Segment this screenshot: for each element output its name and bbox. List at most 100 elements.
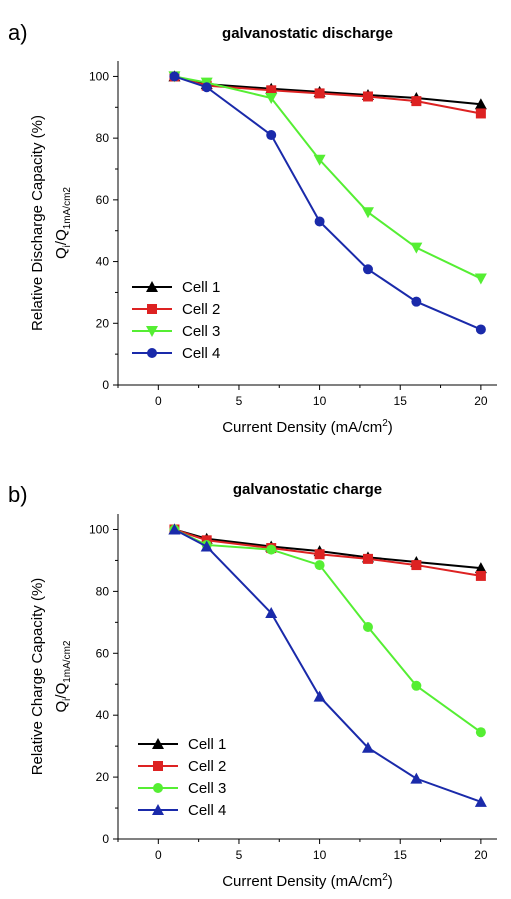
legend-item: Cell 3 [132, 323, 220, 340]
data-point [266, 544, 277, 555]
series-line [174, 528, 481, 570]
data-point [475, 727, 486, 738]
chart-title: galvanostatic charge [233, 481, 382, 498]
y-tick-label: 0 [102, 832, 109, 846]
legend-marker [146, 326, 158, 337]
legend-item: Cell 2 [138, 758, 226, 775]
series-cell-3 [168, 71, 487, 285]
data-point [266, 85, 277, 96]
series-cell-1 [168, 70, 487, 110]
data-point [314, 216, 325, 227]
y-axis-title-ratio: Qi/Q1mA/cm2 [53, 640, 73, 712]
legend-marker [152, 804, 164, 815]
y-tick-label: 60 [96, 646, 110, 660]
legend-item: Cell 4 [132, 345, 220, 362]
legend-label: Cell 4 [188, 802, 226, 819]
legend-marker [146, 281, 158, 292]
series-line [174, 75, 481, 106]
legend-marker [147, 348, 157, 358]
x-tick-label: 0 [155, 848, 162, 862]
data-point [410, 242, 423, 254]
data-point [362, 264, 373, 275]
legend-label: Cell 2 [182, 301, 220, 318]
data-point [265, 93, 278, 105]
data-point [474, 795, 487, 807]
data-point [474, 562, 487, 574]
series-cell-4 [168, 523, 487, 807]
legend: Cell 1 Cell 2 Cell 3 Cell 4 [132, 279, 220, 362]
data-point [475, 570, 486, 581]
y-tick-label: 0 [102, 378, 109, 392]
data-point [265, 607, 278, 619]
legend-item: Cell 4 [138, 802, 226, 819]
legend-label: Cell 1 [188, 736, 226, 753]
data-point [266, 130, 277, 141]
panel-label: a) [8, 20, 28, 45]
data-point [361, 741, 374, 753]
data-point [475, 324, 486, 335]
data-point [474, 273, 487, 285]
x-tick-label: 10 [313, 848, 327, 862]
legend-item: Cell 2 [132, 301, 220, 318]
y-tick-label: 60 [96, 193, 110, 207]
x-tick-label: 10 [313, 394, 327, 408]
data-point [361, 207, 374, 219]
y-tick-label: 100 [89, 522, 109, 536]
y-tick-label: 80 [96, 584, 110, 598]
series-cell-4 [169, 71, 486, 335]
y-tick-label: 20 [96, 770, 110, 784]
x-tick-label: 0 [155, 394, 162, 408]
y-tick-label: 20 [96, 316, 110, 330]
legend-label: Cell 1 [182, 279, 220, 296]
legend: Cell 1 Cell 2 Cell 3 Cell 4 [138, 736, 226, 819]
data-point [313, 690, 326, 702]
legend-label: Cell 4 [182, 345, 220, 362]
x-axis-title: Current Density (mA/cm2) [222, 418, 393, 436]
legend-label: Cell 2 [188, 758, 226, 775]
legend-item: Cell 1 [138, 736, 226, 753]
x-tick-label: 5 [236, 848, 243, 862]
legend-label: Cell 3 [188, 780, 226, 797]
y-tick-label: 40 [96, 708, 110, 722]
y-axis-title: Relative Charge Capacity (%) [29, 578, 46, 776]
x-tick-label: 15 [394, 394, 408, 408]
x-tick-label: 15 [394, 848, 408, 862]
data-point [411, 680, 422, 691]
y-tick-label: 40 [96, 255, 110, 269]
legend-item: Cell 1 [132, 279, 220, 296]
panel-label: b) [8, 482, 28, 507]
x-tick-label: 5 [236, 394, 243, 408]
x-axis-title: Current Density (mA/cm2) [222, 872, 393, 890]
chart-panel-1: a) galvanostatic discharge 0 20 40 60 80 100 0 5 1… [8, 20, 497, 436]
series-line [174, 75, 482, 280]
data-point [314, 560, 325, 571]
chart-title: galvanostatic discharge [222, 25, 393, 42]
series-cell-1 [168, 523, 487, 574]
data-point [411, 296, 422, 307]
legend-marker [153, 783, 163, 793]
data-point [200, 540, 213, 552]
data-point [411, 560, 422, 571]
legend-marker [153, 761, 163, 771]
data-point [314, 88, 325, 99]
data-point [411, 96, 422, 107]
x-tick-label: 20 [474, 394, 488, 408]
series-line [174, 75, 482, 331]
legend-marker [147, 304, 157, 314]
y-axis-title-ratio: Qi/Q1mA/cm2 [53, 187, 73, 259]
data-point [201, 82, 212, 93]
data-point [474, 98, 487, 110]
data-point [314, 549, 325, 560]
data-point [410, 772, 423, 784]
data-point [362, 621, 373, 632]
x-tick-label: 20 [474, 848, 488, 862]
data-point [475, 108, 486, 119]
chart-panel-2: b) galvanostatic charge 0 20 40 60 80 100 0 5 10 15… [8, 481, 497, 890]
series-line [174, 75, 482, 115]
data-point [362, 91, 373, 102]
data-point [168, 523, 181, 535]
data-point [169, 71, 180, 82]
legend-item: Cell 3 [138, 780, 226, 797]
data-point [362, 553, 373, 564]
